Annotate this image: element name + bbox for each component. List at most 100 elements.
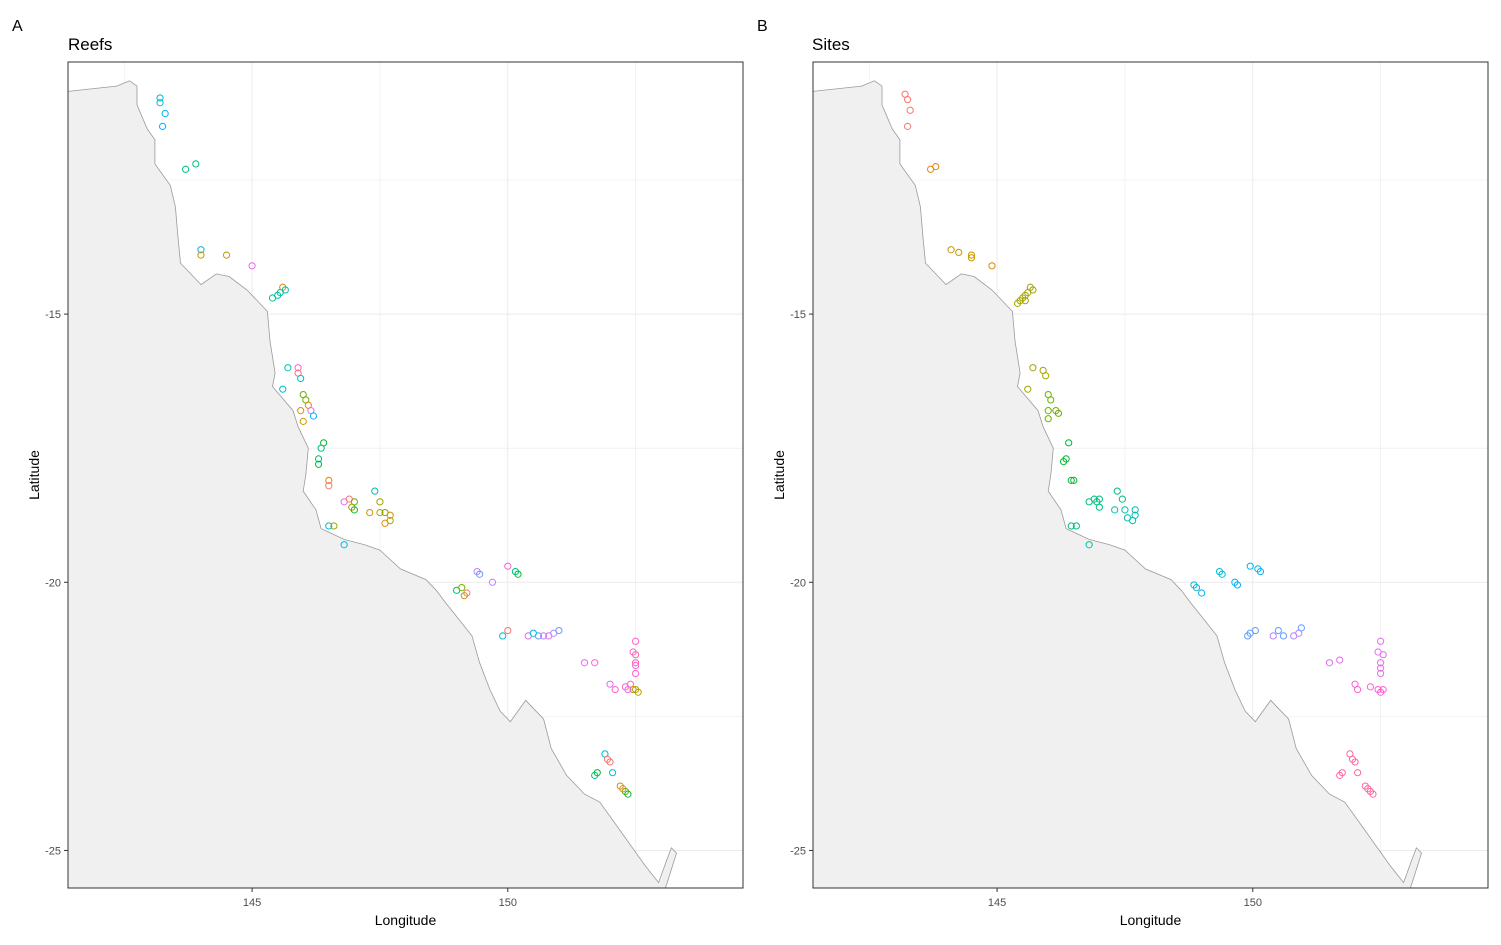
data-point	[555, 626, 563, 635]
data-point	[197, 251, 205, 259]
panel-sites: B Sites 145 150 -15 -20 -25 Longitude Latitude	[745, 0, 1495, 945]
data-point	[458, 584, 466, 592]
data-point	[591, 659, 599, 667]
data-point	[1338, 769, 1346, 777]
y-tick-label: -15	[790, 309, 806, 321]
data-point	[1067, 522, 1075, 530]
data-point	[222, 251, 231, 259]
data-point	[1111, 506, 1119, 514]
data-point	[1129, 516, 1137, 525]
y-axis-label: Latitude	[771, 450, 787, 500]
data-point	[297, 374, 305, 383]
data-point	[904, 122, 912, 130]
data-point	[634, 688, 642, 696]
data-point	[539, 632, 548, 640]
data-point	[1024, 385, 1032, 393]
data-point	[1029, 286, 1037, 294]
chart-title: Reefs	[68, 35, 113, 54]
data-point	[1021, 297, 1029, 305]
data-point	[1377, 664, 1385, 672]
data-point	[488, 578, 497, 586]
coastline-land	[813, 80, 1422, 888]
x-tick-label: 150	[1244, 897, 1262, 909]
data-point	[632, 637, 640, 645]
data-point	[1065, 439, 1073, 447]
data-point	[1354, 685, 1362, 694]
data-point	[499, 632, 507, 640]
data-point	[514, 570, 522, 578]
data-point	[192, 160, 200, 168]
data-point	[350, 506, 358, 514]
data-point	[279, 385, 287, 393]
data-point	[504, 626, 512, 635]
point-layer	[901, 90, 1387, 798]
data-point	[1131, 506, 1139, 514]
data-point	[1279, 632, 1288, 640]
data-point	[955, 248, 963, 257]
y-axis-label: Latitude	[26, 450, 42, 500]
y-tick-label: -25	[790, 845, 806, 857]
data-point	[624, 790, 632, 798]
data-point	[624, 685, 632, 694]
x-axis-label: Longitude	[375, 912, 437, 928]
data-point	[325, 476, 333, 484]
sites-map-plot: 145 150 -15 -20 -25 Longitude Latitude	[771, 61, 1489, 928]
data-point	[1198, 589, 1206, 597]
data-point	[1366, 683, 1374, 691]
data-point	[1379, 651, 1387, 659]
data-point	[988, 262, 996, 270]
data-point	[1095, 503, 1103, 511]
data-point	[1256, 567, 1265, 576]
chart-title: Sites	[812, 35, 850, 54]
data-point	[947, 246, 955, 254]
data-point	[1047, 396, 1055, 404]
data-point	[1070, 476, 1078, 484]
data-point	[1029, 364, 1037, 372]
x-tick-label: 145	[243, 897, 261, 909]
data-point	[156, 99, 164, 107]
data-point	[1118, 495, 1126, 503]
data-point	[386, 516, 394, 525]
data-point	[593, 769, 601, 777]
data-point	[534, 632, 543, 640]
data-point	[967, 254, 976, 262]
data-point	[1377, 659, 1385, 667]
data-point	[182, 165, 190, 173]
data-point	[376, 508, 384, 517]
panel-reefs: A Reefs 145 150 -15 -20 -25 Longitude Latitude	[0, 0, 750, 945]
data-point	[632, 651, 640, 659]
x-tick-label: 145	[988, 897, 1006, 909]
data-point	[932, 162, 940, 171]
y-tick-label: -15	[45, 309, 61, 321]
data-point	[371, 487, 379, 495]
data-point	[1042, 372, 1050, 380]
data-point	[967, 251, 976, 259]
data-point	[632, 669, 640, 678]
plot-border	[812, 61, 1489, 889]
data-point	[1297, 624, 1305, 632]
data-point	[294, 364, 302, 372]
data-point	[309, 412, 318, 420]
data-point	[906, 106, 914, 114]
panel-label: B	[757, 18, 768, 35]
data-point	[161, 109, 169, 118]
data-point	[580, 659, 589, 667]
data-point	[156, 94, 164, 102]
data-point	[904, 95, 912, 104]
y-tick-label: -20	[790, 577, 806, 589]
data-point	[1044, 415, 1052, 423]
data-point	[1113, 487, 1121, 495]
y-tick-label: -25	[45, 845, 61, 857]
x-axis-label: Longitude	[1120, 912, 1182, 928]
data-point	[330, 522, 338, 530]
panel-label: A	[12, 18, 23, 35]
data-point	[476, 570, 484, 578]
data-point	[1072, 522, 1080, 530]
data-point	[1121, 506, 1129, 514]
data-point	[609, 769, 617, 777]
data-point	[386, 511, 394, 519]
data-point	[1218, 570, 1226, 578]
data-point	[325, 482, 333, 490]
data-point	[1251, 626, 1259, 635]
data-point	[1095, 495, 1103, 503]
